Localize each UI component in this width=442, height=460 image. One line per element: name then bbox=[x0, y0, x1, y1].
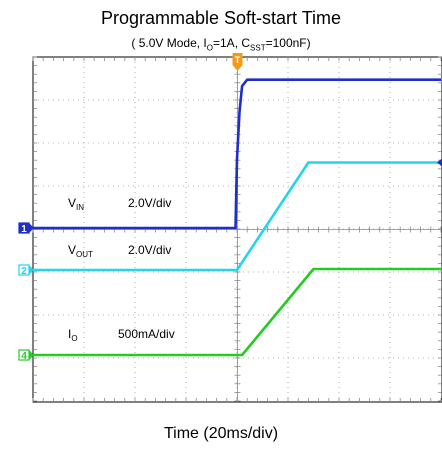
trace-i-o bbox=[33, 267, 441, 357]
trace-label-scale: 2.0V/div bbox=[128, 196, 171, 210]
trigger-marker-label: T bbox=[235, 55, 241, 65]
channel-number: 4 bbox=[21, 351, 27, 362]
chart-subtitle: ( 5.0V Mode, IO=1A, CSST=100nF) bbox=[131, 36, 311, 53]
channel-number: 1 bbox=[21, 224, 27, 235]
channel-number: 2 bbox=[21, 266, 27, 277]
trigger-marker bbox=[232, 53, 243, 71]
channel-markers: 1 2 4 T bbox=[18, 53, 442, 362]
trace-label-name: IO bbox=[68, 327, 78, 343]
traces bbox=[33, 78, 441, 357]
trace-v-in bbox=[33, 78, 441, 230]
level-marker-right bbox=[437, 158, 442, 167]
channel-marker-arrow bbox=[29, 265, 34, 275]
grid bbox=[32, 56, 442, 402]
trace-label-scale: 500mA/div bbox=[118, 327, 175, 341]
trace-v-out bbox=[33, 161, 441, 272]
trace-label-scale: 2.0V/div bbox=[128, 243, 171, 257]
channel-marker-arrow bbox=[29, 223, 34, 233]
x-axis-label: Time (20ms/div) bbox=[163, 425, 279, 442]
chart-title: Programmable Soft-start Time bbox=[100, 8, 342, 28]
channel-marker-arrow bbox=[29, 350, 34, 360]
